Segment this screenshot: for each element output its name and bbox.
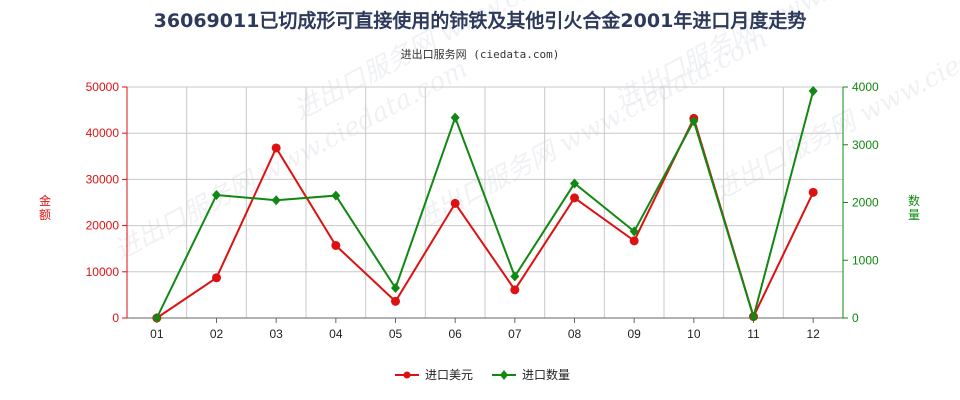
watermark-text: 进出口服务网 www.ciedata.com	[109, 54, 472, 266]
y-left-tick-label: 30000	[86, 172, 120, 186]
y-axis-right-label: 数量	[908, 193, 920, 222]
data-point-circle	[570, 193, 579, 203]
x-tick-label: 08	[568, 327, 582, 341]
axes: 0 10000 20000 30000 40000 50000 0 1000 2000 3000 4…	[39, 80, 920, 341]
data-point-diamond	[689, 116, 699, 127]
data-point-diamond	[629, 226, 639, 237]
data-point-circle	[510, 285, 520, 295]
x-tick-label: 01	[150, 327, 164, 341]
y-right-tick-label: 4000	[852, 80, 879, 94]
data-point-diamond	[271, 195, 281, 206]
x-tick-label: 03	[269, 327, 283, 341]
y-left-tick-label: 40000	[86, 126, 120, 140]
data-point-circle	[331, 240, 341, 250]
y-left-tick-label: 50000	[86, 80, 120, 94]
y-right-tick-label: 1000	[852, 253, 879, 267]
y-left-tick-label: 20000	[86, 219, 120, 233]
y-left-tick-label: 10000	[86, 265, 120, 279]
y-right-tick-label: 0	[852, 311, 859, 325]
x-tick-label: 12	[806, 327, 820, 341]
data-point-diamond	[331, 190, 341, 201]
x-tick-label: 11	[747, 327, 760, 341]
chart-title: 36069011已切成形可直接使用的铈铁及其他引火合金2001年进口月度走势	[154, 9, 807, 32]
data-point-diamond	[808, 86, 818, 97]
data-point-circle	[808, 187, 818, 197]
legend-label: 进口美元	[425, 368, 473, 382]
data-point-circle	[629, 236, 639, 246]
x-tick-label: 09	[627, 327, 641, 341]
legend-swatch-marker	[500, 370, 508, 380]
data-point-circle	[450, 198, 460, 208]
legend: 进口美元 进口数量	[395, 367, 570, 382]
data-point-circle	[271, 143, 281, 153]
data-point-diamond	[450, 112, 460, 123]
x-tick-label: 04	[329, 327, 343, 341]
data-point-diamond	[212, 189, 221, 200]
y-left-tick-label: 0	[112, 311, 119, 325]
chart-subtitle: 进出口服务网 (ciedata.com)	[401, 47, 560, 61]
data-point-diamond	[570, 178, 579, 189]
data-point-diamond	[152, 313, 162, 323]
y-right-tick-label: 2000	[852, 196, 879, 210]
series-line	[155, 90, 815, 321]
x-tick-label: 02	[210, 327, 224, 341]
y-right-tick-label: 3000	[852, 138, 879, 152]
x-tick-label: 06	[448, 327, 462, 341]
data-point-circle	[212, 273, 221, 283]
x-tick-label: 05	[389, 327, 403, 341]
data-point-circle	[391, 296, 400, 306]
x-tick-label: 07	[508, 327, 522, 341]
data-point-diamond	[510, 271, 520, 282]
legend-swatch-marker	[403, 371, 411, 379]
y-axis-left-label: 金额	[39, 193, 51, 222]
data-point-diamond	[391, 282, 400, 293]
data-point-diamond	[749, 311, 758, 322]
legend-label: 进口数量	[522, 367, 570, 382]
series-layer	[152, 86, 818, 323]
x-tick-label: 10	[687, 327, 701, 341]
